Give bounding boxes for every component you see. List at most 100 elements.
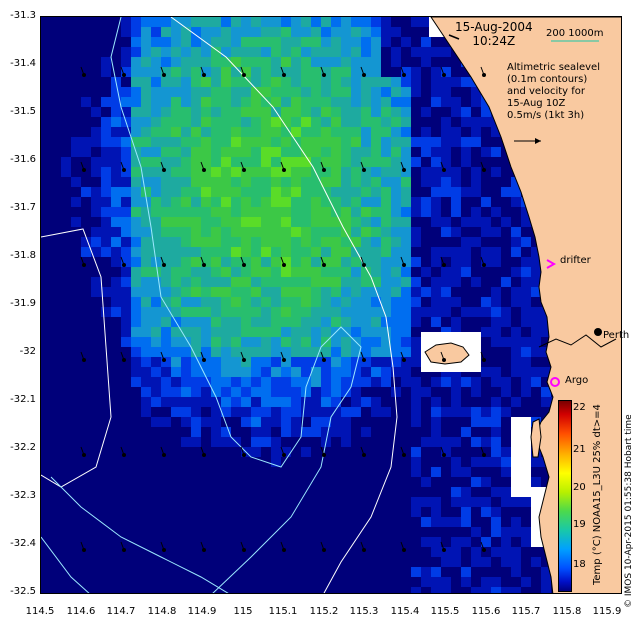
isobath-1000m — [41, 228, 112, 488]
velocity-arrow-head — [482, 358, 486, 362]
velocity-arrow-head — [322, 73, 326, 77]
velocity-arrow-head — [282, 73, 286, 77]
velocity-arrow-head — [122, 168, 126, 172]
date-time-label: 15-Aug-2004 10:24Z — [455, 20, 533, 48]
x-tick-label: 115.2 — [309, 606, 339, 617]
x-tick-label: 115.7 — [511, 606, 541, 617]
velocity-arrow-head — [322, 168, 326, 172]
legend-line: 15-Aug 10Z — [507, 98, 566, 109]
velocity-arrow-head — [242, 358, 246, 362]
map-overlay — [41, 17, 621, 593]
velocity-arrow-head — [242, 453, 246, 457]
velocity-arrow-head — [362, 263, 366, 267]
colorbar-tick: 21 — [573, 444, 586, 455]
velocity-legend: Altimetric sealevel (0.1m contours) and … — [507, 62, 627, 122]
drifter-label: drifter — [560, 255, 591, 266]
velocity-arrow-head — [162, 548, 166, 552]
x-tick-label: 114.6 — [66, 606, 96, 617]
rottnest-island — [424, 342, 470, 365]
y-tick-label: -32 — [19, 346, 36, 357]
colorbar-title: Temp (°C) NOAA15_L3U 25% dt>=4 — [592, 404, 603, 585]
legend-line: and velocity for — [507, 86, 586, 97]
x-tick-label: 115.9 — [592, 606, 622, 617]
x-tick-label: 115.6 — [471, 606, 501, 617]
y-tick-label: -32.3 — [10, 490, 36, 501]
y-tick-label: -31.3 — [10, 10, 36, 21]
velocity-arrow-head — [442, 453, 446, 457]
velocity-arrow-head — [162, 263, 166, 267]
legend-line: (0.1m contours) — [507, 74, 588, 85]
legend-line: Altimetric sealevel — [507, 62, 600, 73]
sea-level-contour — [50, 476, 229, 593]
x-tick-label: 114.9 — [187, 606, 217, 617]
velocity-arrow-head — [282, 168, 286, 172]
velocity-arrow-head — [322, 548, 326, 552]
velocity-arrow-head — [482, 73, 486, 77]
drifter-marker — [546, 259, 557, 269]
velocity-arrow-head — [362, 168, 366, 172]
velocity-arrow-head — [402, 263, 406, 267]
velocity-arrow-head — [482, 453, 486, 457]
x-tick-label: 114.8 — [147, 606, 177, 617]
velocity-arrow-head — [162, 168, 166, 172]
x-tick-label: 115.1 — [268, 606, 298, 617]
argo-label: Argo — [565, 375, 589, 386]
sea-level-contour — [41, 536, 90, 593]
velocity-arrow-head — [442, 73, 446, 77]
velocity-arrow-head — [82, 548, 86, 552]
velocity-arrow-head — [242, 548, 246, 552]
scale-label: 200 1000m — [546, 28, 604, 39]
velocity-arrow-head — [242, 263, 246, 267]
velocity-arrow-head — [362, 453, 366, 457]
velocity-arrow-head — [442, 263, 446, 267]
colorbar-tick: 22 — [573, 402, 586, 413]
x-tick-label: 114.5 — [25, 606, 55, 617]
velocity-arrow-head — [322, 453, 326, 457]
y-tick-label: -31.6 — [10, 154, 36, 165]
velocity-arrow-head — [122, 358, 126, 362]
isobath-200m — [170, 17, 398, 593]
velocity-arrow-head — [362, 358, 366, 362]
x-tick-label: 115.4 — [390, 606, 420, 617]
y-tick-label: -32.4 — [10, 538, 36, 549]
colorbar-tick: 18 — [573, 559, 586, 570]
x-tick-label: 115.3 — [349, 606, 379, 617]
temperature-colorbar — [558, 400, 572, 592]
velocity-arrow-head — [82, 73, 86, 77]
velocity-arrow-head — [282, 548, 286, 552]
date-pointer — [448, 34, 460, 40]
legend-line: 0.5m/s (1kt 3h) — [507, 110, 585, 121]
velocity-arrow-head — [442, 548, 446, 552]
y-tick-label: -31.8 — [10, 250, 36, 261]
velocity-arrow-head — [282, 358, 286, 362]
velocity-arrow-head — [282, 453, 286, 457]
x-tick-label: 115 — [233, 606, 253, 617]
land-mass — [430, 17, 621, 593]
velocity-arrow-head — [202, 73, 206, 77]
map-plot-area[interactable] — [40, 16, 622, 594]
date-label: 15-Aug-2004 — [455, 20, 533, 34]
y-tick-label: -31.7 — [10, 202, 36, 213]
velocity-arrow-head — [122, 263, 126, 267]
velocity-arrow-head — [202, 548, 206, 552]
colorbar-tick: 19 — [573, 519, 586, 530]
velocity-arrow-head — [482, 168, 486, 172]
velocity-arrow-head — [162, 358, 166, 362]
velocity-arrow-head — [442, 168, 446, 172]
velocity-arrow-head — [402, 73, 406, 77]
velocity-arrow-head — [402, 168, 406, 172]
velocity-arrow-head — [362, 548, 366, 552]
velocity-arrow-head — [482, 548, 486, 552]
perth-label: Perth — [603, 330, 630, 341]
y-tick-label: -32.2 — [10, 442, 36, 453]
argo-marker — [550, 377, 560, 387]
velocity-arrow-head — [82, 168, 86, 172]
velocity-arrow-head — [82, 263, 86, 267]
velocity-arrow-head — [362, 73, 366, 77]
velocity-arrow-head — [202, 263, 206, 267]
velocity-arrow-head — [442, 358, 446, 362]
velocity-arrow-head — [202, 168, 206, 172]
perth-marker — [594, 328, 602, 336]
velocity-arrow-head — [402, 548, 406, 552]
